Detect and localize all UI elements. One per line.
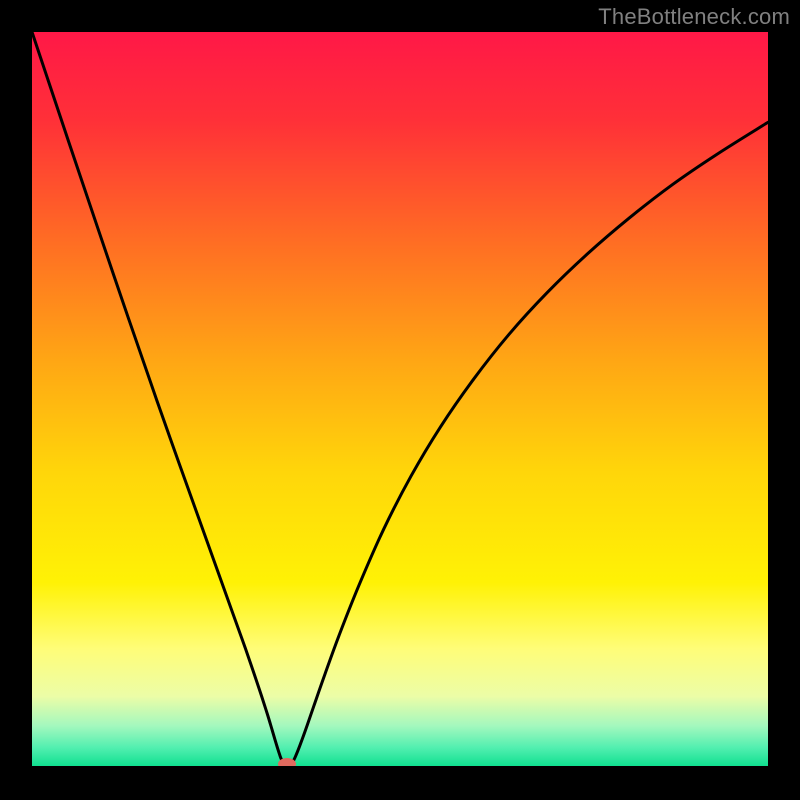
- plot-area: [32, 32, 768, 766]
- optimal-point-marker: [278, 758, 296, 766]
- chart-canvas: TheBottleneck.com: [0, 0, 800, 800]
- curve-path: [32, 32, 768, 766]
- watermark-text: TheBottleneck.com: [598, 4, 790, 30]
- bottleneck-curve: [32, 32, 768, 766]
